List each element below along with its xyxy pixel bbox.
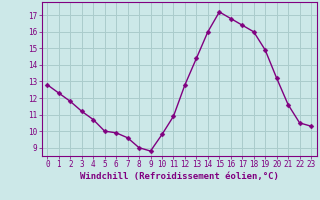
X-axis label: Windchill (Refroidissement éolien,°C): Windchill (Refroidissement éolien,°C) — [80, 172, 279, 181]
